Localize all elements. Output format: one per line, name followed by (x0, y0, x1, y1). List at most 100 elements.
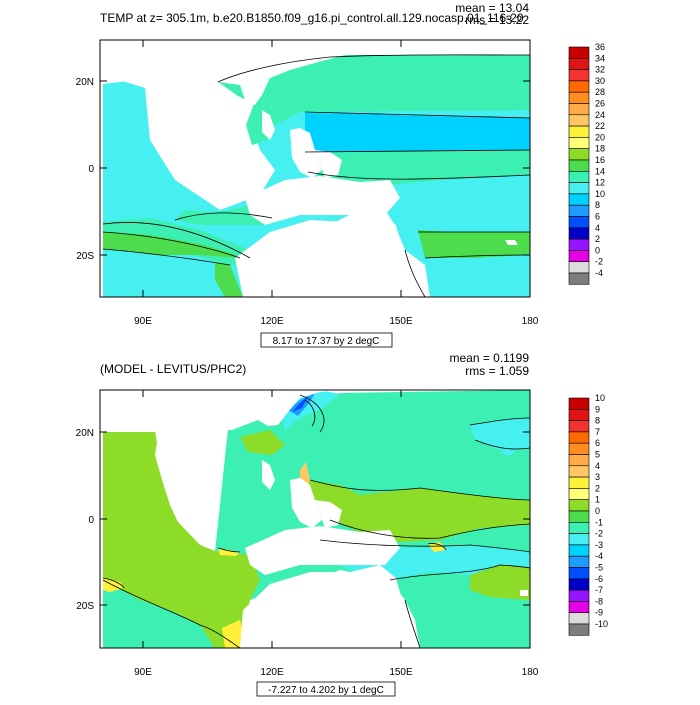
panel-1-zone-warm-sp (418, 230, 530, 258)
panel-1-colorbar-swatch (568, 57, 590, 70)
panel-2-colorbar-label: -6 (595, 574, 603, 584)
panel-1-ytick-0: 0 (88, 164, 94, 175)
panel-2-colorbar-label: 9 (595, 404, 600, 414)
panel-1-colorbar-label: 20 (595, 132, 605, 142)
panel-2-colorbar-swatch (568, 589, 590, 602)
panel-2-colorbar-swatch (568, 488, 590, 500)
panel-1-colorbar-label: 18 (595, 144, 605, 154)
panel-2-colorbar-swatch (568, 623, 590, 636)
panel-2-info-text: -7.227 to 4.202 by 1 degC (268, 685, 384, 696)
panel-2-colorbar-label: 0 (595, 506, 600, 516)
panel-1-colorbar-label: 24 (595, 110, 605, 120)
panel-1-land (103, 40, 530, 297)
panel-2-zone-mid (305, 480, 530, 542)
panel-1-colorbar-swatch (568, 159, 590, 172)
panel-2-colorbar-label: 7 (595, 427, 600, 437)
panel-2-frame (99, 389, 531, 649)
panel-2-rms: rms = 1.059 (465, 364, 529, 378)
panel-2-colorbar-label: 4 (595, 461, 600, 471)
panel-2-warm-2 (218, 548, 240, 556)
panel-2-axes: 90E 120E 150E 180 20N 0 20S (76, 428, 539, 678)
panel-2-colorbar-label: -5 (595, 563, 603, 573)
panel-1-rms: rms = 13.22 (465, 13, 529, 27)
panel-2-warm-3 (222, 620, 245, 648)
panel-2-contours (102, 394, 531, 649)
panel-2-colorbar-label: 5 (595, 450, 600, 460)
panel-1-zone-warm-sw (103, 232, 240, 258)
panel-2-colorbar-label: -1 (595, 517, 603, 527)
panel-1-ytick-20s: 20S (76, 251, 94, 262)
panel-2-zone-west (103, 432, 260, 648)
panel-2-colorbar-label: 2 (595, 483, 600, 493)
panel-1-xtick-120e: 120E (260, 316, 284, 327)
panel-1-colorbar-swatch (568, 137, 590, 149)
panel-2-map (102, 390, 531, 649)
panel-1-colorbar-label: 14 (595, 166, 605, 176)
panel-1-xtick-90e: 90E (134, 316, 152, 327)
panel-2-colorbar-label: 10 (595, 393, 605, 403)
panel-1-colorbar-label: 28 (595, 87, 605, 97)
panel-1-axes: 90E 120E 150E 180 20N 0 20S (76, 77, 539, 327)
panel-2-colorbar-label: -3 (595, 540, 603, 550)
panel-2-colorbar-label: -7 (595, 585, 603, 595)
panel-1-colorbar-label: -4 (595, 268, 603, 278)
panel-1-mean: mean = 13.04 (455, 1, 529, 15)
panel-2-colorbar-swatch (568, 408, 590, 421)
panel-1-colorbar-label: 32 (595, 65, 605, 75)
panel-1-map (102, 40, 531, 298)
panel-2-info-box: -7.227 to 4.202 by 1 degC (256, 681, 396, 697)
panel-1-colorbar-label: 4 (595, 223, 600, 233)
panel-1-colorbar-label: 16 (595, 155, 605, 165)
panel-1-colorbar-swatch (568, 216, 590, 229)
panel-2-colorbar-label: 3 (595, 472, 600, 482)
panel-2-cool-spot (500, 448, 516, 456)
panel-2-title: (MODEL - LEVITUS/PHC2) (100, 362, 246, 376)
panel-2-colorbar-label: -10 (595, 619, 608, 629)
panel-2-colorbar-swatch (568, 544, 590, 557)
panel-1-frame (99, 39, 531, 298)
panel-1-info-box: 8.17 to 17.37 by 2 degC (260, 332, 393, 348)
panel-2-colorbar-swatch (568, 397, 590, 410)
panel-1-colorbar-swatch (568, 148, 590, 161)
panel-2-colorbar-swatch (568, 533, 590, 546)
panel-2-zone-north (240, 430, 285, 455)
panel-1-xtick-180: 180 (522, 316, 539, 327)
panel-2-zone-colder-nw (292, 396, 308, 412)
panel-1-colorbar-label: 22 (595, 121, 605, 131)
panel-1-colorbar-swatch (568, 261, 590, 274)
panel-2-xtick-90e: 90E (134, 667, 152, 678)
panel-1-info-text: 8.17 to 17.37 by 2 degC (273, 336, 380, 347)
panel-1-colorbar-label: 0 (595, 245, 600, 255)
panel-1-colorbar-swatch (568, 238, 590, 251)
panel-1-title: TEMP at z= 305.1m, b.e20.B1850.f09_g16.p… (100, 11, 524, 25)
panel-2-colorbar-swatch (568, 442, 590, 455)
panel-1-colorbar-swatch (568, 204, 590, 217)
panel-1-zone-warm-wa (215, 262, 243, 297)
panel-1-colorbar-label: 2 (595, 234, 600, 244)
panel-1-zone-cool-band (305, 113, 530, 152)
panel-1-colorbar-swatch (568, 182, 590, 195)
panel-1: TEMP at z= 305.1m, b.e20.B1850.f09_g16.p… (76, 1, 605, 348)
panel-2-colorbar-label: 6 (595, 438, 600, 448)
panel-1-colorbar-swatch (568, 69, 590, 82)
panel-2-warm-4 (428, 542, 446, 552)
panel-2-xtick-180: 180 (522, 667, 539, 678)
panel-1-colorbar-swatch (568, 250, 590, 262)
panel-2-colorbar-swatch (568, 454, 590, 467)
panel-2-colorbar-swatch (568, 521, 590, 534)
panel-2-colorbar-swatch (568, 601, 590, 614)
panel-2-xtick-120e: 120E (260, 667, 284, 678)
panel-1-ytick-20n: 20N (76, 77, 94, 88)
panel-2-colorbar-swatch (568, 567, 590, 580)
panel-1-colorbar-swatch (568, 46, 590, 59)
panel-2-colorbar-swatch (568, 420, 590, 433)
panel-2-ytick-20n: 20N (76, 428, 94, 439)
panel-2-colorbar-label: -2 (595, 529, 603, 539)
panel-2-colorbar-swatch (568, 578, 590, 591)
panel-1-colorbar-swatch (568, 114, 590, 127)
panel-1-colorbar-label: 36 (595, 42, 605, 52)
panel-2-colorbar-label: 8 (595, 416, 600, 426)
panel-1-colorbar-swatch (568, 272, 590, 285)
